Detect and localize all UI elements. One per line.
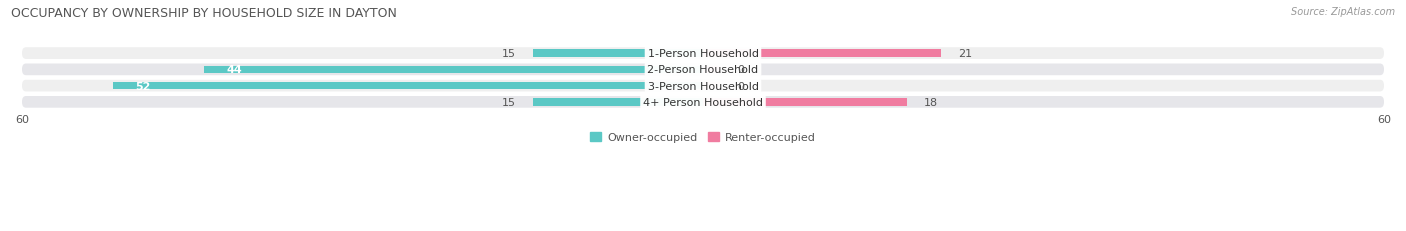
Text: 15: 15 <box>502 49 516 59</box>
Bar <box>703 66 720 74</box>
FancyBboxPatch shape <box>22 80 1384 92</box>
FancyBboxPatch shape <box>22 97 1384 108</box>
Text: 0: 0 <box>737 81 744 91</box>
Text: 1-Person Household: 1-Person Household <box>648 49 758 59</box>
Text: OCCUPANCY BY OWNERSHIP BY HOUSEHOLD SIZE IN DAYTON: OCCUPANCY BY OWNERSHIP BY HOUSEHOLD SIZE… <box>11 7 396 20</box>
Bar <box>533 50 703 58</box>
FancyBboxPatch shape <box>22 48 1384 60</box>
Text: 3-Person Household: 3-Person Household <box>648 81 758 91</box>
Text: 4+ Person Household: 4+ Person Household <box>643 97 763 107</box>
Bar <box>703 50 942 58</box>
Bar <box>703 99 907 106</box>
Text: 21: 21 <box>959 49 973 59</box>
Bar <box>533 99 703 106</box>
Text: Source: ZipAtlas.com: Source: ZipAtlas.com <box>1291 7 1395 17</box>
Text: 2-Person Household: 2-Person Household <box>647 65 759 75</box>
Text: 0: 0 <box>737 65 744 75</box>
Text: 15: 15 <box>502 97 516 107</box>
Bar <box>703 83 720 90</box>
Bar <box>204 66 703 74</box>
Text: 52: 52 <box>135 81 150 91</box>
Legend: Owner-occupied, Renter-occupied: Owner-occupied, Renter-occupied <box>586 128 820 147</box>
Bar <box>112 83 703 90</box>
Text: 44: 44 <box>226 65 242 75</box>
Text: 18: 18 <box>924 97 938 107</box>
FancyBboxPatch shape <box>22 64 1384 76</box>
